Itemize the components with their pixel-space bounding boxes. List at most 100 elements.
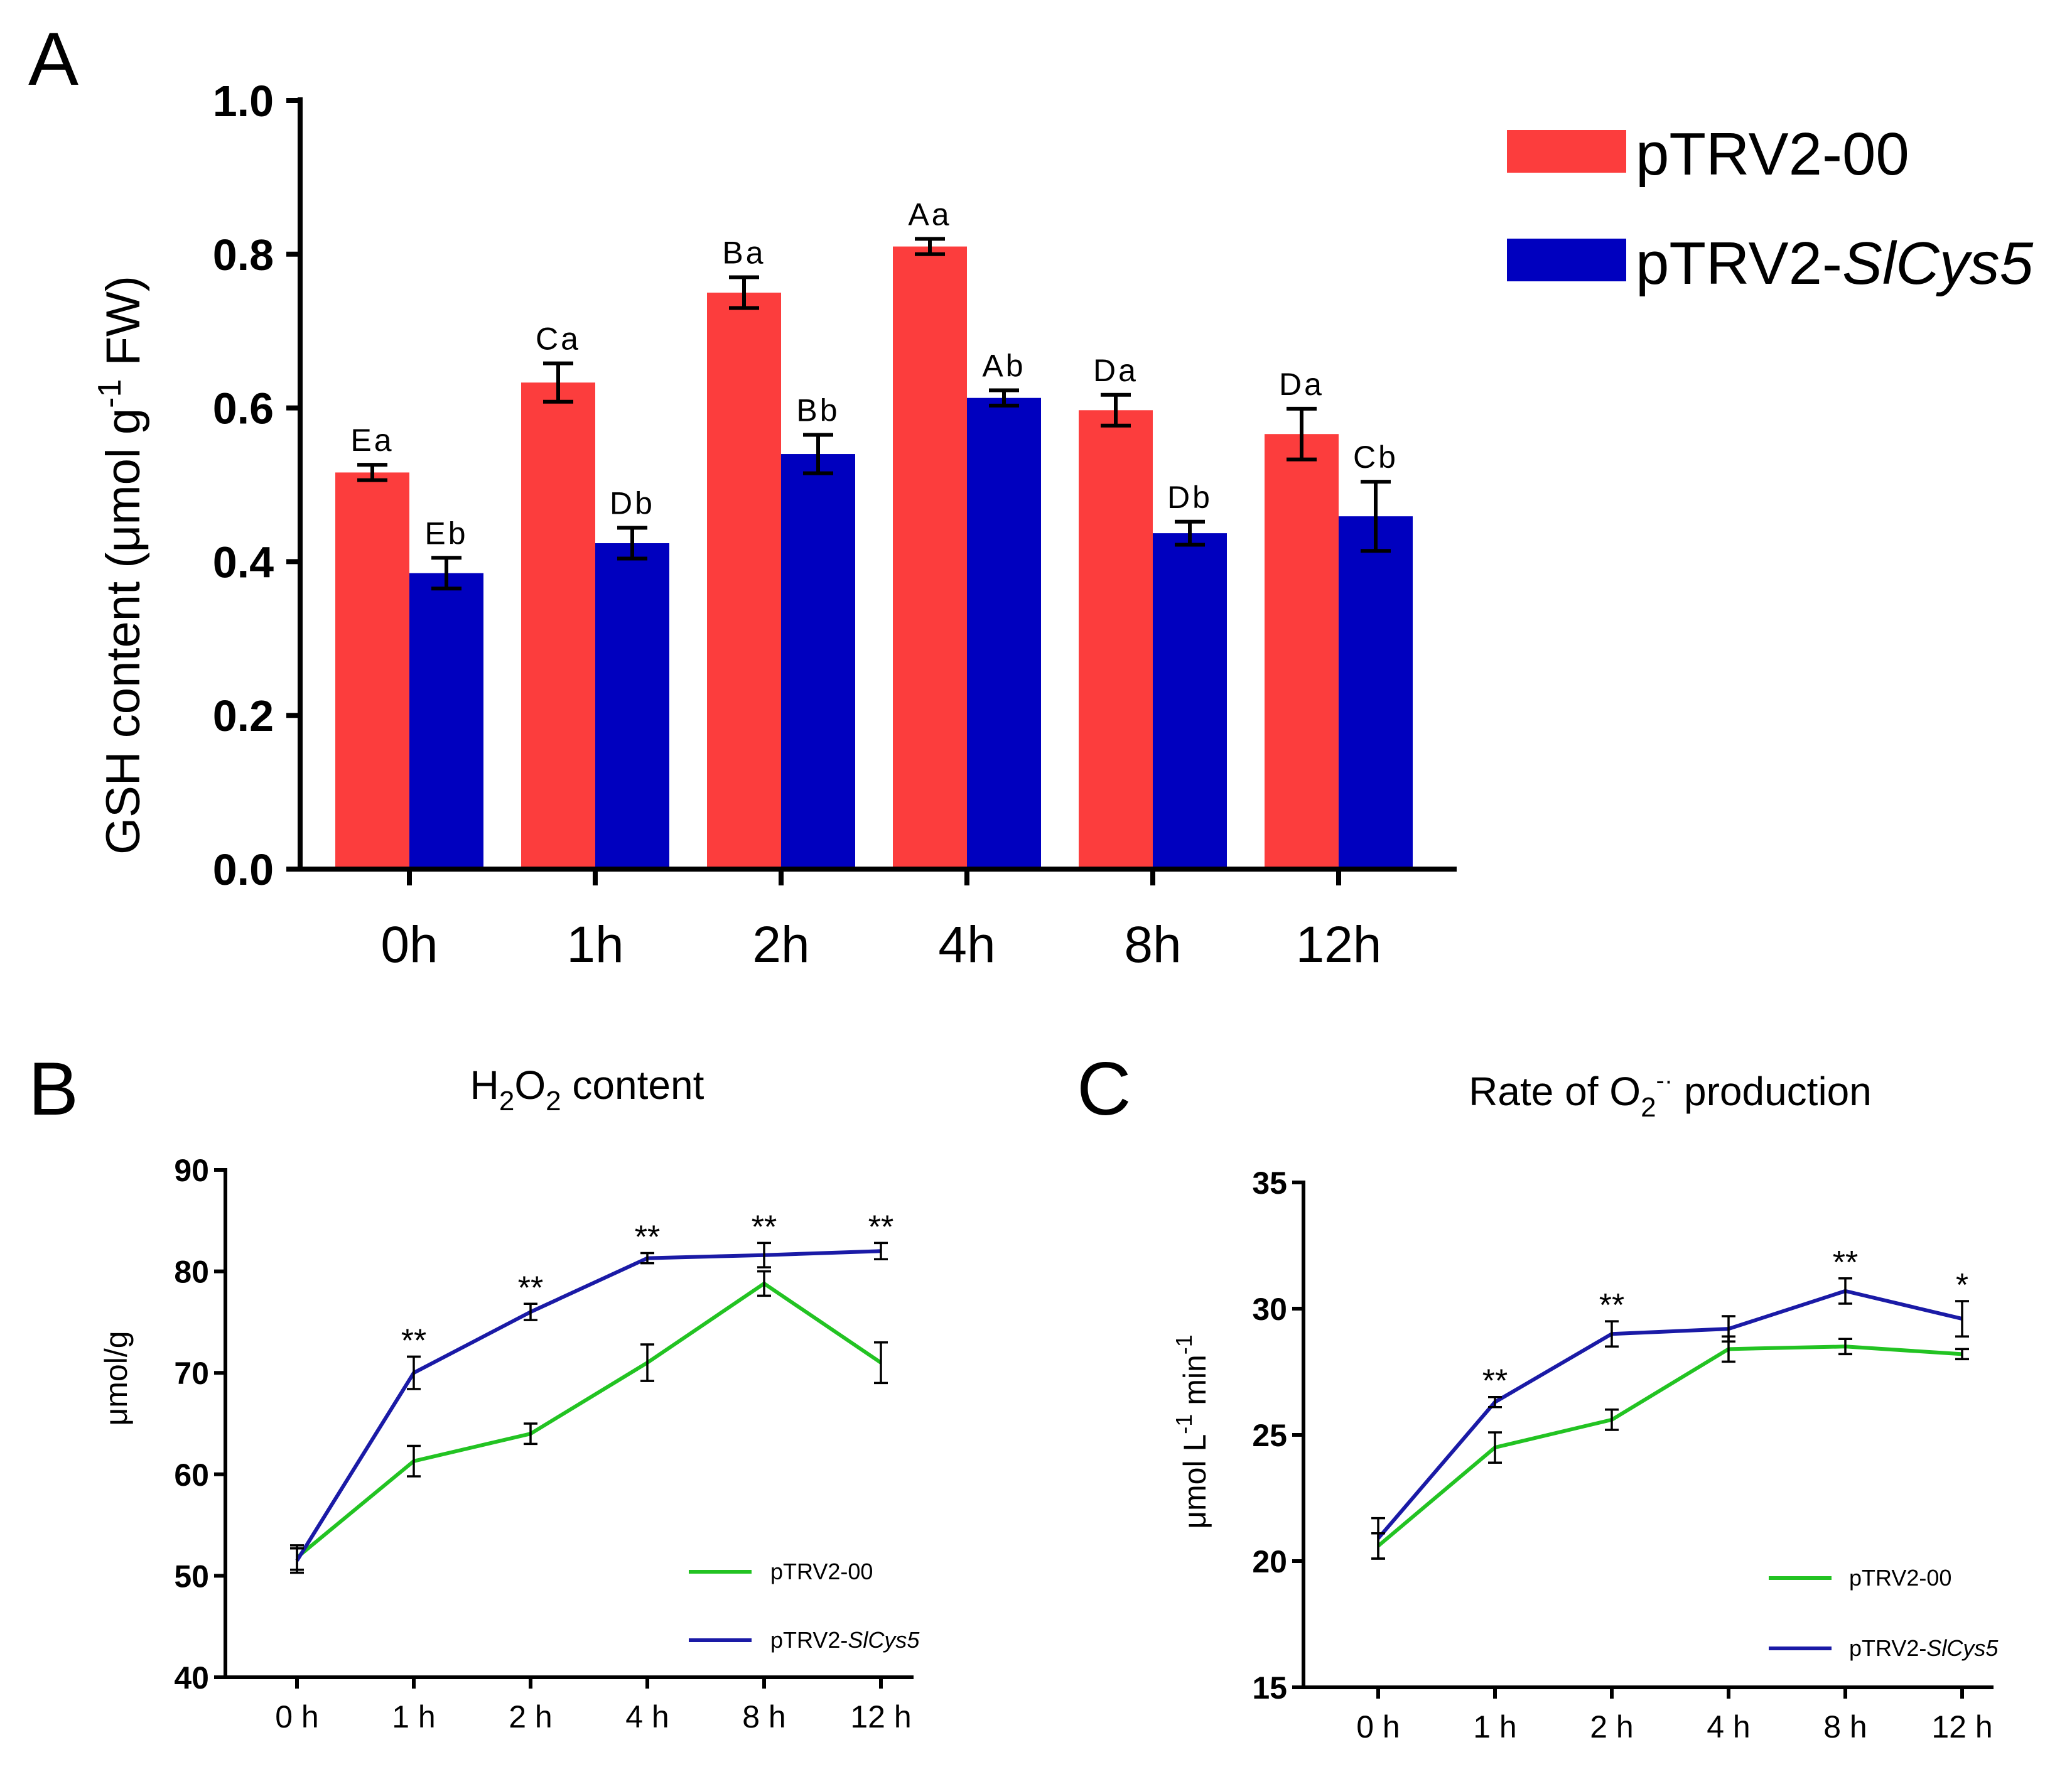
significance-letter: Eb: [424, 516, 468, 551]
panel-b-h2o2-line-chart: B H2O2 content μmol/g 40 50 60 70 80 90 0 h 1 …: [28, 1047, 920, 1734]
legend-swatch-ptrv2-00: [1507, 130, 1626, 173]
error-bar: [617, 526, 647, 561]
bar-ptrv2-00: [1079, 410, 1153, 869]
b-x-tick-label: 8 h: [742, 1699, 786, 1734]
b-error-bar: [757, 1270, 771, 1297]
b-y-tick-label: 40: [174, 1660, 209, 1695]
panel-b-legend-label-ptrv2-slcys5: pTRV2-SlCys5: [770, 1627, 920, 1653]
b-significance-marker: **: [635, 1219, 660, 1256]
significance-letter: Ab: [982, 348, 1025, 383]
a-x-tick-label: 2h: [752, 916, 809, 973]
error-bar: [431, 556, 461, 591]
c-significance-marker: **: [1482, 1363, 1508, 1400]
c-significance-marker: **: [1833, 1245, 1858, 1281]
legend-label-ptrv2-00: pTRV2-00: [1636, 121, 1909, 188]
c-y-tick-label: 30: [1252, 1292, 1287, 1327]
panel-b-legend: pTRV2-00 pTRV2-SlCys5: [689, 1559, 920, 1653]
bar-ptrv2-slcys5: [781, 454, 855, 869]
error-bar: [1287, 406, 1317, 462]
c-line-ptrv2-00: [1377, 1344, 1963, 1548]
bar-ptrv2-slcys5: [1339, 516, 1413, 869]
b-error-bar: [524, 1302, 537, 1321]
c-significance-marker: **: [1599, 1287, 1624, 1324]
bar-ptrv2-00: [1265, 434, 1339, 869]
legend-label-ptrv2-slcys5: pTRV2-SlCys5: [1636, 230, 2034, 297]
panel-letter-c: C: [1077, 1047, 1131, 1131]
panel-c-x-ticks: 0 h 1 h 2 h 4 h 8 h 12 h: [1356, 1687, 1993, 1744]
bar-ptrv2-slcys5: [409, 573, 483, 869]
b-y-tick-label: 90: [174, 1153, 209, 1188]
panel-b-x-ticks: 0 h 1 h 2 h 4 h 8 h 12 h: [275, 1677, 912, 1734]
c-error-bar: [1605, 1409, 1619, 1431]
b-error-bar: [757, 1241, 771, 1268]
a-y-tick-label: 0.6: [213, 384, 274, 433]
c-x-tick-label: 12 h: [1931, 1709, 1992, 1744]
panel-a-bars: [335, 246, 1413, 869]
panel-c-error-bars: [1371, 1277, 1969, 1560]
b-error-bar: [524, 1422, 537, 1446]
panel-a-y-axis-title: GSH content (μmol g-1 FW): [92, 276, 150, 855]
b-significance-marker: **: [518, 1270, 543, 1306]
b-x-tick-label: 0 h: [275, 1699, 319, 1734]
significance-letter: Da: [1279, 367, 1324, 402]
a-x-tick-label: 12h: [1296, 916, 1382, 973]
legend-swatch-ptrv2-slcys5: [1507, 239, 1626, 281]
significance-letter: Bb: [796, 392, 839, 428]
b-line-ptrv2-slcys5: [295, 1249, 882, 1562]
error-bar: [1101, 392, 1131, 428]
significance-letter: Db: [1167, 480, 1212, 515]
significance-letter: Db: [610, 486, 655, 521]
bar-ptrv2-slcys5: [967, 397, 1041, 869]
panel-c-significance-markers: *******: [1482, 1245, 1968, 1400]
panel-c-legend-label-ptrv2-slcys5: pTRV2-SlCys5: [1849, 1635, 1999, 1661]
panel-b-y-ticks: 40 50 60 70 80 90: [174, 1153, 225, 1695]
bar-ptrv2-00: [521, 382, 595, 869]
panel-a-error-bars: [357, 237, 1391, 591]
error-bar: [543, 361, 573, 404]
c-significance-marker: *: [1956, 1267, 1968, 1304]
panel-b-y-axis-title: μmol/g: [99, 1331, 134, 1425]
bar-ptrv2-00: [335, 472, 409, 869]
a-y-tick-label: 0.8: [213, 230, 274, 279]
c-y-tick-label: 15: [1252, 1670, 1287, 1706]
a-y-tick-label: 0.0: [213, 845, 274, 894]
b-error-bar: [290, 1547, 304, 1574]
panel-a-significance-labels: Ea Ca Ba Aa Da Da Eb Db Bb Ab Db Cb: [350, 197, 1396, 551]
significance-letter: Ca: [536, 322, 581, 357]
c-y-tick-label: 25: [1252, 1418, 1287, 1453]
significance-letter: Da: [1093, 353, 1138, 388]
b-y-tick-label: 50: [174, 1559, 209, 1594]
b-significance-marker: **: [868, 1209, 893, 1245]
c-x-tick-label: 8 h: [1823, 1709, 1867, 1744]
panel-c-y-axis-title: μmol L-1 min-1: [1171, 1334, 1212, 1529]
b-x-tick-label: 4 h: [625, 1699, 669, 1734]
a-x-tick-label: 8h: [1124, 916, 1181, 973]
bar-ptrv2-slcys5: [595, 543, 669, 869]
panel-c-title: Rate of O2-· production: [1469, 1067, 1872, 1123]
error-bar: [989, 388, 1019, 408]
error-bar: [1175, 519, 1205, 547]
b-y-tick-label: 60: [174, 1457, 209, 1493]
panel-c-legend: pTRV2-00 pTRV2-SlCys5: [1769, 1565, 1999, 1661]
b-error-bar: [407, 1355, 421, 1390]
b-x-tick-label: 12 h: [850, 1699, 911, 1734]
significance-letter: Aa: [908, 197, 951, 232]
a-x-tick-label: 4h: [938, 916, 995, 973]
error-bar: [357, 463, 387, 482]
panel-c-legend-label-ptrv2-00: pTRV2-00: [1849, 1565, 1951, 1591]
b-error-bar: [407, 1444, 421, 1478]
panel-b-error-bars: [290, 1241, 888, 1574]
b-significance-marker: **: [401, 1322, 426, 1359]
c-x-tick-label: 4 h: [1707, 1709, 1751, 1744]
c-error-bar: [1488, 1395, 1502, 1409]
c-error-bar: [1955, 1300, 1969, 1338]
a-y-tick-label: 0.4: [213, 538, 274, 587]
significance-letter: Ba: [722, 235, 765, 271]
b-significance-marker: **: [752, 1209, 777, 1245]
panel-letter-b: B: [28, 1047, 78, 1131]
panel-a-gsh-bar-chart: A GSH content (μmol g-1 FW) 0.0 0.2 0.4 0.6…: [28, 17, 2034, 973]
c-error-bar: [1371, 1517, 1385, 1560]
c-x-tick-label: 1 h: [1473, 1709, 1517, 1744]
c-error-bar: [1838, 1277, 1852, 1305]
